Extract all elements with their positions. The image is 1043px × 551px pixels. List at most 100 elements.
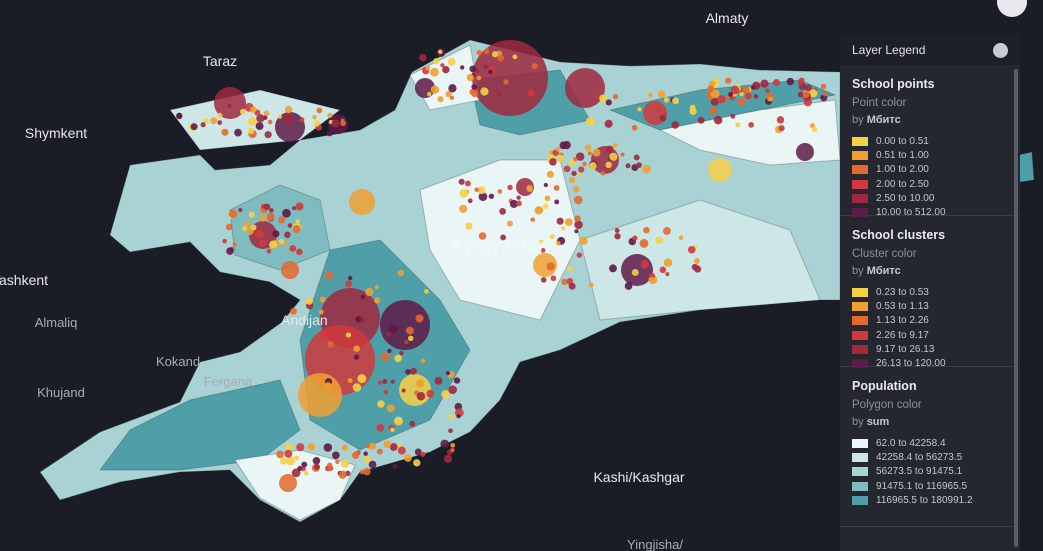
school-point [542, 203, 549, 209]
school-point [546, 262, 555, 271]
city-label: Yingjisha/ [627, 537, 683, 551]
school-point [319, 296, 326, 303]
school-point [447, 57, 456, 66]
swatch [852, 316, 868, 326]
school-point [291, 468, 301, 478]
legend-item: 2.00 to 2.50 [852, 177, 1008, 191]
school-point [491, 51, 498, 58]
school-point [259, 215, 266, 222]
school-point [407, 335, 414, 342]
school-point [624, 282, 633, 290]
legend-item: 91475.1 to 116965.5 [852, 479, 1008, 493]
school-point [289, 245, 297, 252]
school-point [440, 63, 445, 68]
school-point [313, 120, 320, 127]
school-point [217, 120, 223, 125]
school-point [633, 154, 640, 161]
school-point [496, 90, 502, 97]
swatch [852, 150, 868, 160]
swatch [852, 165, 868, 175]
school-point [269, 240, 277, 249]
swatch [852, 359, 868, 369]
school-point [460, 65, 465, 70]
school-point [572, 185, 580, 193]
swatch [852, 452, 868, 462]
city-label: Fergana [204, 374, 253, 389]
school-point [410, 367, 417, 375]
school-point [604, 119, 613, 128]
school-point [574, 229, 579, 234]
school-point [352, 383, 362, 392]
swatch [852, 495, 868, 505]
school-point [456, 414, 461, 419]
school-point [278, 216, 286, 224]
school-point [500, 234, 507, 241]
legend-item: 42258.4 to 56273.5 [852, 450, 1008, 464]
legend-toggle[interactable] [993, 42, 1008, 58]
school-point [480, 87, 489, 96]
school-point [464, 180, 471, 187]
school-point [469, 65, 477, 73]
school-point [802, 91, 810, 98]
legend-section: School points Point color by Мбитс 0.00 to … [840, 65, 1020, 218]
school-point [415, 379, 425, 388]
school-point [553, 185, 560, 191]
school-point [437, 96, 444, 103]
school-point [563, 165, 571, 173]
school-point [281, 261, 299, 279]
school-point [286, 456, 295, 466]
school-point [614, 233, 621, 240]
school-point [397, 446, 406, 455]
school-point [725, 96, 730, 101]
by-label: by [852, 114, 864, 126]
school-point [324, 382, 332, 389]
school-point [477, 186, 486, 195]
school-point [657, 90, 666, 98]
school-point [574, 220, 583, 230]
school-point [377, 380, 383, 385]
swatch [852, 344, 868, 354]
school-point [376, 423, 385, 432]
city-label: Tashkent [0, 272, 48, 288]
item-label: 62.0 to 42258.4 [876, 437, 946, 449]
swatch [852, 481, 868, 491]
school-point [425, 65, 431, 71]
school-point [554, 199, 560, 205]
school-point [305, 297, 313, 305]
school-point [536, 206, 544, 214]
swatch [852, 287, 868, 297]
school-point [389, 443, 398, 451]
school-point [427, 91, 432, 97]
school-point [430, 85, 440, 94]
school-point [287, 223, 293, 228]
school-point [497, 189, 503, 194]
school-point [637, 107, 642, 112]
item-label: 0.23 to 0.53 [876, 286, 929, 298]
school-point [659, 114, 667, 122]
school-point [228, 209, 238, 218]
school-point [399, 350, 404, 356]
map-control-button[interactable] [997, 0, 1027, 17]
school-points [176, 40, 828, 492]
school-point [390, 427, 395, 433]
school-point [415, 314, 424, 323]
school-point [327, 112, 333, 118]
school-point [599, 94, 608, 103]
school-point [214, 87, 246, 119]
school-point [255, 229, 265, 239]
layer-subtitle: Point color [852, 97, 907, 109]
school-point [297, 465, 303, 472]
school-point [405, 369, 411, 375]
school-point [515, 200, 522, 207]
school-point [326, 130, 333, 137]
school-point [338, 470, 347, 479]
school-point [176, 112, 183, 119]
school-point [386, 404, 395, 413]
school-point [559, 141, 568, 150]
school-point [809, 89, 818, 98]
school-point [278, 238, 285, 245]
school-point [797, 91, 804, 98]
school-point [323, 443, 333, 452]
school-point [266, 248, 272, 254]
school-point [707, 85, 715, 93]
